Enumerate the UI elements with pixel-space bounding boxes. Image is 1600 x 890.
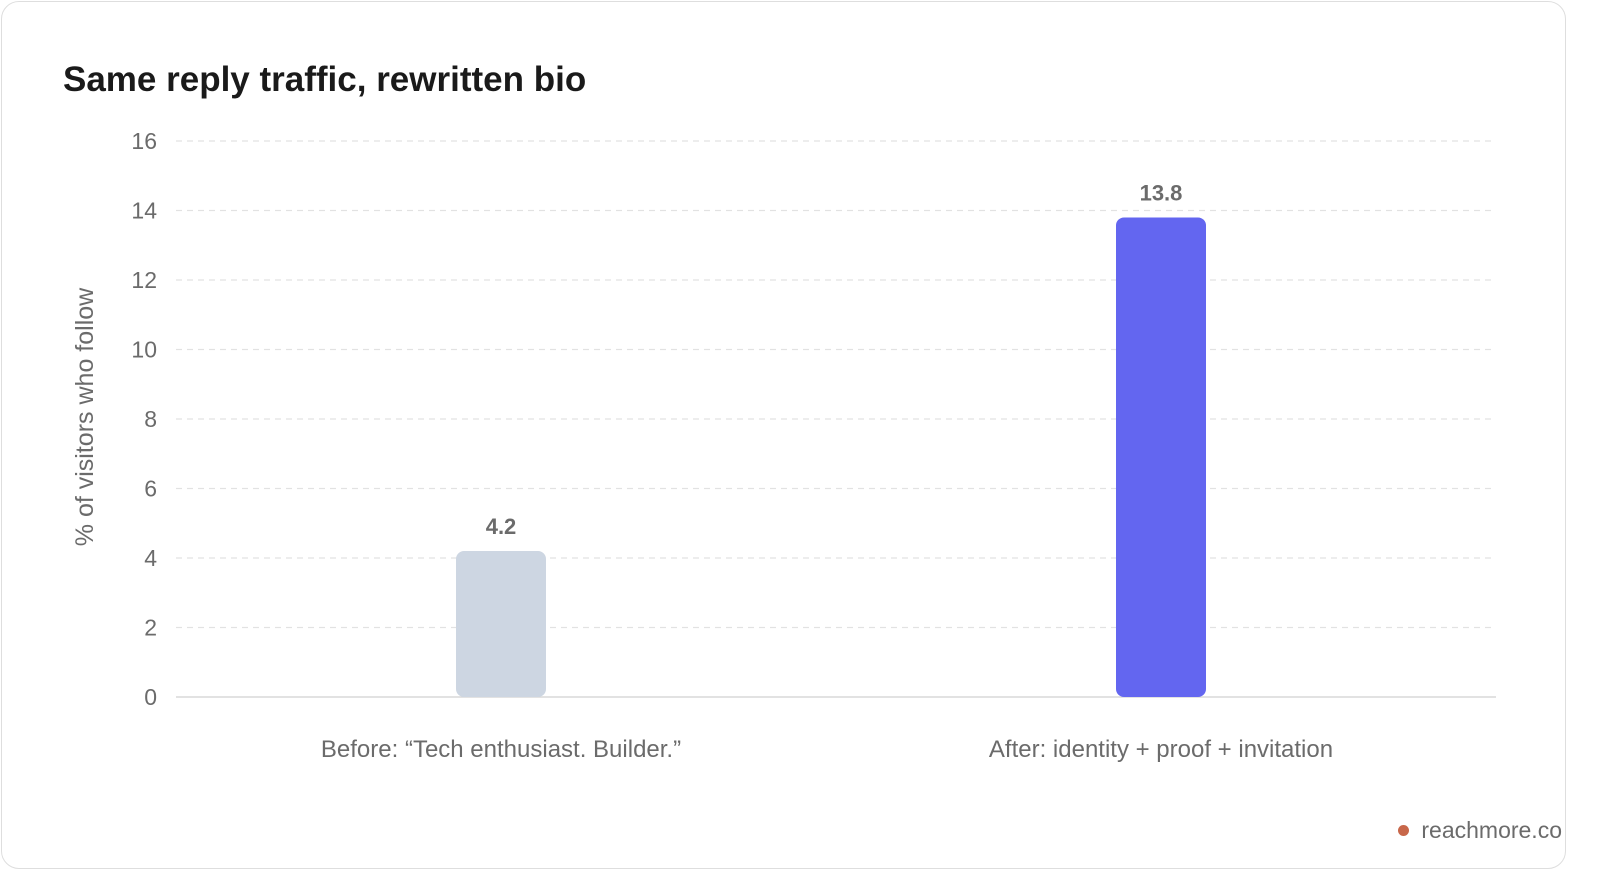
y-tick-label: 6 xyxy=(144,476,157,502)
bar xyxy=(1116,217,1206,697)
bar xyxy=(456,551,546,697)
source-dot-icon xyxy=(1398,825,1410,836)
y-tick-label: 10 xyxy=(131,337,157,363)
y-tick-label: 14 xyxy=(131,198,157,224)
data-label: 13.8 xyxy=(1140,180,1183,205)
source-label: reachmore.co xyxy=(1421,817,1562,843)
y-tick-label: 12 xyxy=(131,267,157,293)
source-credit: reachmore.co xyxy=(1398,817,1562,844)
chart-title: Same reply traffic, rewritten bio xyxy=(63,60,587,99)
x-category-label: After: identity + proof + invitation xyxy=(989,736,1333,763)
y-tick-label: 4 xyxy=(144,545,157,571)
y-tick-label: 0 xyxy=(144,684,157,710)
chart-card: Same reply traffic, rewritten bio xyxy=(1,1,1566,869)
y-tick-label: 16 xyxy=(131,128,157,154)
y-tick-label: 2 xyxy=(144,615,157,641)
x-category-label: Before: “Tech enthusiast. Builder.” xyxy=(321,736,681,763)
y-axis-label: % of visitors who follow xyxy=(71,287,99,546)
y-tick-label: 8 xyxy=(144,406,157,432)
data-label: 4.2 xyxy=(486,514,517,539)
